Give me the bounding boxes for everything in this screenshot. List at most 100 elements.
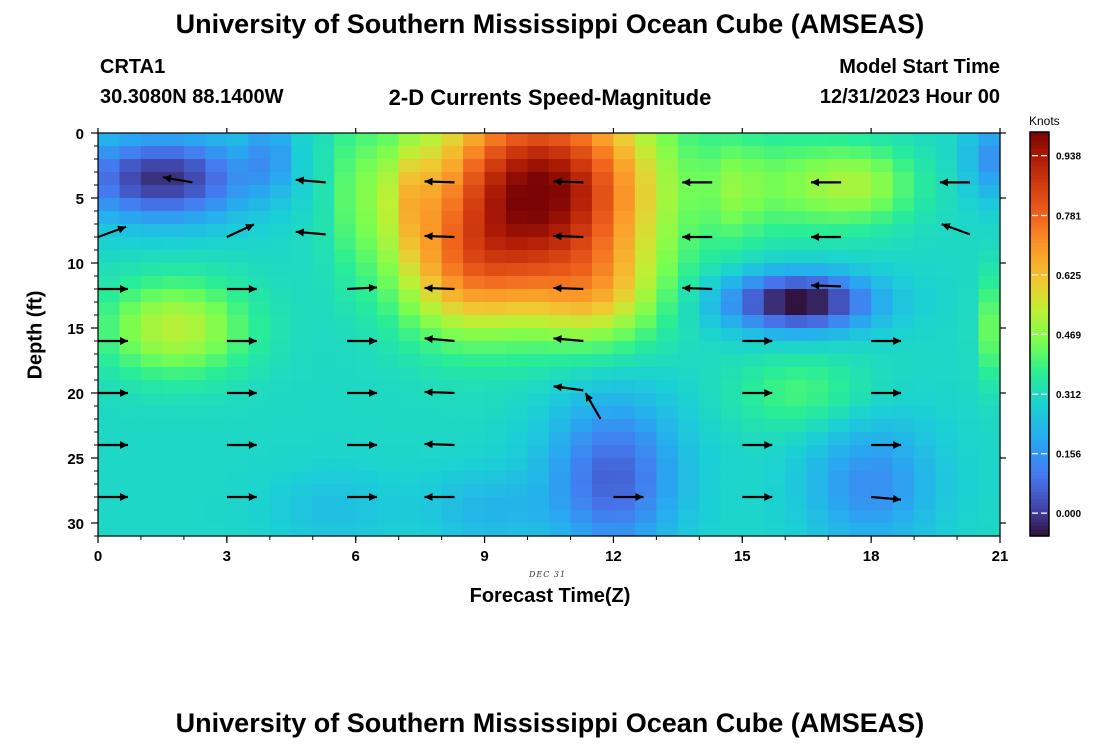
heatmap-cell xyxy=(162,185,185,199)
heatmap-cell xyxy=(677,406,700,420)
heatmap-cell xyxy=(978,198,1001,212)
heatmap-cell xyxy=(871,276,894,290)
heatmap-cell xyxy=(506,432,529,446)
heatmap-cell xyxy=(806,185,829,199)
heatmap-cell xyxy=(763,289,786,303)
heatmap-cell xyxy=(720,276,743,290)
heatmap-cell xyxy=(484,289,507,303)
heatmap-cell xyxy=(720,497,743,511)
heatmap-cell xyxy=(183,211,206,225)
heatmap-cell xyxy=(677,250,700,264)
heatmap-cell xyxy=(334,289,357,303)
heatmap-cell xyxy=(677,510,700,524)
heatmap-cell xyxy=(269,276,292,290)
heatmap-cell xyxy=(420,185,443,199)
heatmap-cell xyxy=(269,237,292,251)
heatmap-cell xyxy=(613,289,636,303)
heatmap-cell xyxy=(806,198,829,212)
current-vector xyxy=(553,383,584,392)
heatmap-cell xyxy=(441,432,464,446)
heatmap-cell xyxy=(806,432,829,446)
heatmap-cell xyxy=(656,354,679,368)
heatmap-cell xyxy=(248,367,271,381)
heatmap-cell xyxy=(656,302,679,316)
heatmap-cell xyxy=(506,354,529,368)
heatmap-cell xyxy=(420,250,443,264)
x-axis-label: Forecast Time(Z) xyxy=(469,585,631,607)
colorbar-segment xyxy=(1030,505,1049,510)
heatmap-cell xyxy=(591,159,615,173)
heatmap-cell xyxy=(377,484,400,498)
heatmap-cell xyxy=(205,510,228,524)
heatmap-cell xyxy=(763,458,786,472)
heatmap-cell xyxy=(806,445,829,459)
heatmap-cell xyxy=(205,354,228,368)
heatmap-cell xyxy=(742,432,765,446)
heatmap-cell xyxy=(484,159,507,173)
heatmap-cell xyxy=(226,380,249,394)
heatmap-cell xyxy=(162,328,185,342)
heatmap-cell xyxy=(441,289,464,303)
heatmap-cell xyxy=(742,263,765,277)
x-axis-ticks: 0 3 6 9 12 15 18 21 xyxy=(94,128,1008,565)
heatmap-cell xyxy=(914,224,937,238)
current-vector xyxy=(347,283,378,292)
heatmap-cell xyxy=(355,419,378,433)
heatmap-cell xyxy=(377,250,400,264)
heatmap-cell xyxy=(849,484,872,498)
heatmap-cell xyxy=(140,393,164,407)
colorbar-segment xyxy=(1030,307,1049,312)
heatmap-cell xyxy=(506,276,529,290)
heatmap-cell xyxy=(98,380,121,394)
heatmap-cell xyxy=(591,328,615,342)
heatmap-cell xyxy=(248,341,271,355)
current-vector xyxy=(811,178,842,187)
colorbar-segment xyxy=(1030,384,1049,389)
colorbar-segment xyxy=(1030,408,1049,413)
heatmap-cell xyxy=(248,302,271,316)
heatmap-cell xyxy=(828,302,851,316)
heatmap-cell xyxy=(119,172,142,186)
heatmap-cell xyxy=(463,432,486,446)
heatmap-cell xyxy=(914,263,937,277)
heatmap-cell xyxy=(291,510,314,524)
heatmap-cell xyxy=(978,341,1001,355)
heatmap-cell xyxy=(549,263,572,277)
heatmap-cell xyxy=(312,393,335,407)
heatmap-cell xyxy=(140,523,164,537)
heatmap-cell xyxy=(162,263,185,277)
colorbar-segment xyxy=(1030,478,1049,483)
heatmap-cell xyxy=(205,406,228,420)
heatmap-cell xyxy=(226,523,249,537)
heatmap-cell xyxy=(806,458,829,472)
heatmap-cell xyxy=(463,497,486,511)
heatmap-cell xyxy=(634,185,657,199)
heatmap-cell xyxy=(677,380,700,394)
heatmap-cell xyxy=(484,406,507,420)
heatmap-cell xyxy=(420,198,443,212)
heatmap-cell xyxy=(785,341,808,355)
heatmap-cell xyxy=(806,211,829,225)
heatmap-cell xyxy=(591,380,615,394)
heatmap-cell xyxy=(828,211,851,225)
heatmap-cell xyxy=(892,172,915,186)
heatmap-cell xyxy=(226,471,249,485)
current-vector xyxy=(941,223,971,236)
heatmap-cell xyxy=(914,250,937,264)
heatmap-cell xyxy=(119,406,142,420)
heatmap-cell xyxy=(269,510,292,524)
heatmap-cell xyxy=(377,432,400,446)
heatmap-cell xyxy=(162,432,185,446)
heatmap-cell xyxy=(849,432,872,446)
heatmap-cell xyxy=(119,354,142,368)
heatmap-cell xyxy=(871,341,894,355)
colorbar-segment xyxy=(1030,367,1049,372)
heatmap-cell xyxy=(720,172,743,186)
heatmap-cell xyxy=(570,445,593,459)
heatmap-cell xyxy=(398,276,421,290)
heatmap-cell xyxy=(828,159,851,173)
heatmap-cell xyxy=(527,224,550,238)
heatmap-cell xyxy=(377,328,400,342)
heatmap-cell xyxy=(527,133,550,147)
heatmap-cell xyxy=(549,367,572,381)
